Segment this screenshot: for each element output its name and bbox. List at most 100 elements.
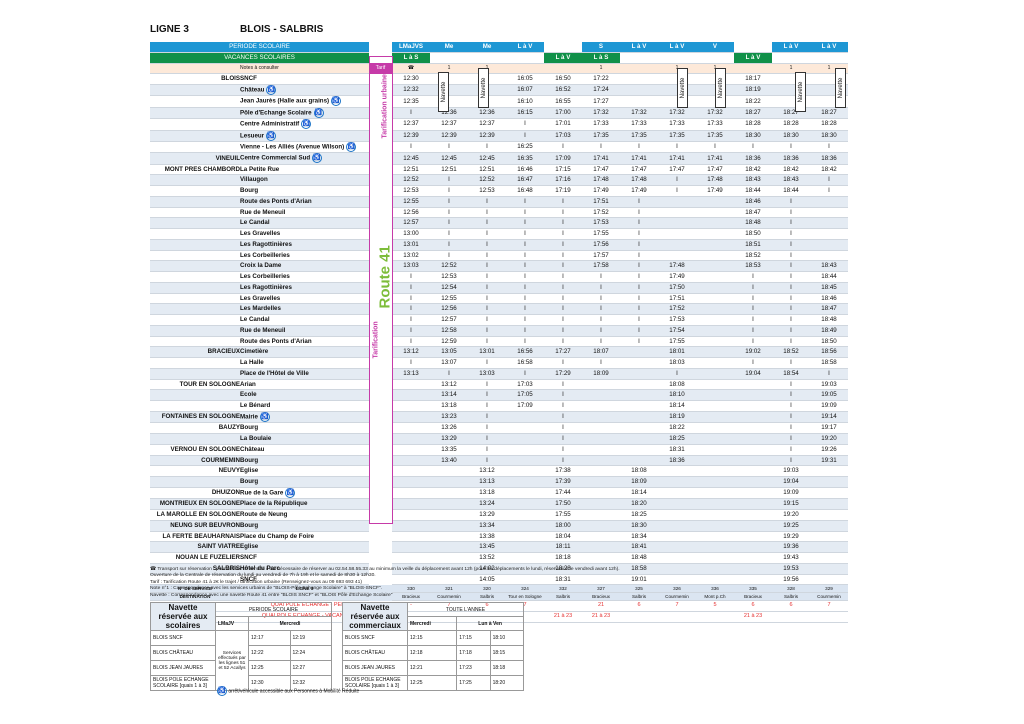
tarif-cell: [369, 592, 392, 601]
destination: Tour en Sologne: [506, 592, 544, 602]
destination: Mont p.Ch: [696, 592, 734, 602]
time-cell: 18:34: [620, 531, 658, 543]
time-cell: [696, 476, 734, 488]
time-cell: 18:09: [582, 368, 620, 380]
commune: [150, 250, 240, 262]
time-cell: 17:51: [582, 196, 620, 208]
vacances-day: L à S: [582, 52, 620, 64]
note-1: Note n°1 : Correspondance avec les servi…: [150, 586, 383, 592]
time-cell: I: [544, 336, 582, 348]
stop-name: Les Gravelles: [240, 228, 369, 240]
stop-row: Le Bénard 13:18 I 17:09 I 18:14 I 19:09: [150, 400, 848, 412]
stop-name: Hôtel du Parc: [240, 563, 369, 575]
time-cell: [734, 465, 772, 478]
wheelchair-icon: ♿: [217, 686, 227, 696]
commune: [150, 314, 240, 326]
time-cell: 17:32: [696, 107, 734, 120]
time-cell: [620, 95, 658, 108]
time-cell: 18:27: [810, 107, 848, 120]
time-cell: [696, 250, 734, 262]
commune: FONTAINES EN SOLOGNE: [150, 411, 240, 424]
time-cell: I: [772, 433, 810, 445]
stop-name: Le Bénard: [240, 400, 369, 412]
note-tarif: Tarif : Tarification Route 41 à 2€ le tr…: [150, 579, 362, 585]
stop-label: Bourg: [240, 456, 259, 464]
stop-label: Centre Administratif: [240, 120, 300, 128]
time-cell: [734, 509, 772, 521]
stop-label: Arian: [240, 380, 256, 388]
commune: [150, 130, 240, 142]
time-cell: 17:19: [544, 185, 582, 197]
time-cell: I: [620, 207, 658, 219]
time-cell: I: [544, 141, 582, 154]
stop-row: SNCF 14:05 18:31 19:01 19:56: [150, 574, 848, 586]
time-cell: I: [772, 239, 810, 251]
destination: Salbris: [620, 592, 658, 602]
line-title: LIGNE 3: [150, 24, 189, 35]
time-cell: 13:18: [430, 400, 468, 412]
time-cell: 17:52: [658, 303, 696, 316]
footnotes: ☎ Transport sur réservation : pour utili…: [150, 567, 620, 599]
time-cell: [658, 574, 696, 586]
commune: [150, 228, 240, 240]
stop-name: Bourg: [240, 455, 369, 467]
time-cell: 18:31: [658, 444, 696, 456]
time-cell: 17:58: [582, 260, 620, 273]
period-day: L à V: [810, 42, 848, 53]
time-cell: 18:36: [734, 152, 772, 165]
time-cell: [506, 531, 544, 543]
note-cell: [734, 63, 772, 75]
quai-number: 6: [734, 600, 772, 613]
time-cell: 17:47: [620, 164, 658, 176]
time-cell: I: [582, 293, 620, 305]
time-cell: [620, 433, 658, 445]
vacances-day: [810, 52, 848, 64]
time-cell: 18:43: [810, 260, 848, 273]
time-cell: I: [544, 196, 582, 208]
wheelchair-icon: ♿: [266, 85, 277, 95]
time-cell: [620, 379, 658, 391]
time-cell: [696, 196, 734, 208]
destination: Bracieux: [392, 592, 430, 602]
stop-label: La Halle: [240, 359, 264, 367]
time-cell: 19:26: [810, 444, 848, 456]
quai-number: [810, 611, 848, 623]
time-cell: 17:41: [658, 152, 696, 165]
time-cell: I: [620, 228, 658, 240]
time-cell: 17:47: [658, 164, 696, 176]
stop-label: Route des Ponts d'Arian: [240, 337, 312, 345]
time-cell: [430, 552, 468, 564]
note-cell: [620, 63, 658, 75]
time-cell: 17:44: [544, 487, 582, 500]
time-cell: 18:10: [658, 389, 696, 402]
stop-name: Rue de Meneuil: [240, 207, 369, 219]
time-cell: 18:18: [544, 552, 582, 564]
stop-name: Place de l'Hôtel de Ville: [240, 368, 369, 380]
stop-name: Le Candal: [240, 314, 369, 326]
time-cell: [582, 563, 620, 575]
time-cell: 18:36: [772, 152, 810, 165]
time-cell: [620, 411, 658, 424]
time-cell: 12:59: [430, 336, 468, 348]
time-cell: I: [582, 271, 620, 283]
time-cell: 18:52: [772, 346, 810, 359]
time-cell: [810, 574, 848, 586]
time-cell: [696, 314, 734, 326]
route-title: BLOIS - SALBRIS: [240, 24, 324, 35]
commune: [150, 303, 240, 316]
time-cell: 12:45: [392, 152, 430, 165]
stop-row: Le Candal I 12:57 I I I I I 17:53 I I 18:48: [150, 314, 848, 326]
time-cell: [734, 498, 772, 511]
time-cell: I: [506, 207, 544, 219]
service-number: 320: [468, 584, 506, 594]
time-cell: 12:56: [392, 207, 430, 219]
time-cell: [810, 250, 848, 262]
stop-label: Château: [240, 86, 265, 94]
time-cell: I: [734, 357, 772, 369]
time-cell: I: [544, 207, 582, 219]
time-cell: 17:56: [582, 239, 620, 251]
time-cell: [696, 239, 734, 251]
time-cell: I: [772, 444, 810, 456]
destination: Courmemin: [810, 592, 848, 602]
